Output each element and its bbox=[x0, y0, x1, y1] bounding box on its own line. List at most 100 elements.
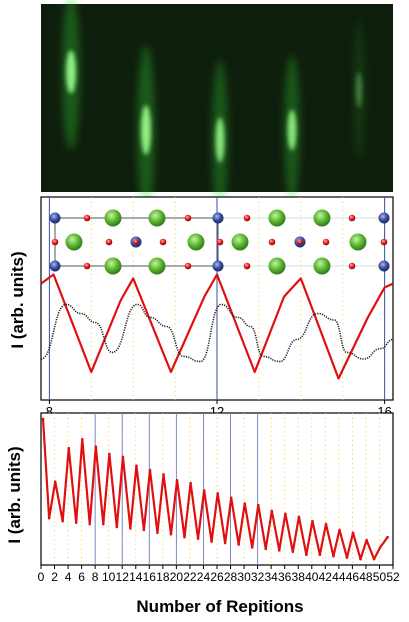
full-ticks: 0 2 4 6 8 10 12 14 16 18 20 22 24 26 28 30 32 34 36 38 40 42 4… bbox=[38, 565, 400, 584]
full-xlabel: Number of Repitions bbox=[136, 597, 303, 616]
full-series bbox=[41, 417, 389, 561]
full-tick-label: 6 bbox=[78, 570, 85, 584]
atom-blue bbox=[212, 212, 224, 224]
full-tick-label: 52 bbox=[386, 570, 400, 584]
full-tick-label: 18 bbox=[156, 570, 170, 584]
full-point bbox=[88, 522, 92, 526]
atom-red bbox=[83, 214, 91, 222]
full-point bbox=[338, 528, 341, 532]
full-tick-label: 40 bbox=[305, 570, 319, 584]
zoom-panel: 8 12 16 I (arb. units) bbox=[8, 196, 394, 419]
full-point bbox=[318, 553, 322, 556]
atom-large bbox=[65, 233, 83, 251]
atom-blue bbox=[212, 260, 224, 272]
atom-large bbox=[231, 233, 249, 251]
atom-red bbox=[184, 214, 192, 222]
full-point bbox=[297, 515, 301, 519]
full-point bbox=[67, 446, 71, 450]
atom-large bbox=[313, 257, 331, 275]
atom-large bbox=[187, 233, 205, 251]
full-point bbox=[108, 452, 111, 456]
rheed-streak bbox=[215, 117, 225, 163]
full-point bbox=[284, 512, 287, 516]
full-point bbox=[216, 492, 219, 495]
atom-red bbox=[243, 262, 251, 270]
atom-red bbox=[216, 238, 224, 246]
full-point bbox=[243, 502, 247, 505]
full-point bbox=[61, 519, 64, 523]
full-tick-label: 42 bbox=[319, 570, 333, 584]
zoom-tick-label: 8 bbox=[46, 404, 53, 419]
rheed-streak bbox=[287, 109, 297, 151]
full-tick-label: 12 bbox=[116, 570, 130, 584]
full-tick-label: 34 bbox=[264, 570, 278, 584]
atom-large bbox=[349, 233, 367, 251]
atom-red bbox=[51, 238, 59, 246]
full-point bbox=[291, 550, 295, 554]
full-series-red bbox=[41, 418, 389, 561]
atom-red bbox=[133, 239, 139, 245]
rheed-image bbox=[41, 0, 393, 220]
full-point bbox=[162, 473, 165, 476]
full-panel: 0 2 4 6 8 10 12 14 16 18 20 22 24 26 28 30 32 34 36 38 40 42 4… bbox=[5, 412, 400, 616]
full-point bbox=[189, 481, 192, 485]
full-point bbox=[229, 496, 233, 500]
full-point bbox=[372, 557, 376, 561]
full-point bbox=[135, 464, 138, 467]
full-point bbox=[115, 525, 119, 529]
full-tick-label: 28 bbox=[224, 570, 238, 584]
full-point bbox=[277, 549, 281, 552]
zoom-series-black bbox=[40, 303, 394, 363]
atom-red bbox=[268, 238, 276, 246]
full-tick-label: 20 bbox=[170, 570, 184, 584]
full-tick-label: 16 bbox=[143, 570, 157, 584]
full-point bbox=[237, 543, 240, 546]
full-point bbox=[142, 528, 146, 532]
full-point bbox=[210, 540, 213, 543]
full-point bbox=[196, 537, 200, 540]
full-tick-label: 30 bbox=[237, 570, 251, 584]
atom-blue bbox=[378, 212, 390, 224]
rheed-streak bbox=[66, 50, 76, 94]
full-tick-label: 36 bbox=[278, 570, 292, 584]
full-point bbox=[53, 480, 57, 484]
atom-red bbox=[348, 214, 356, 222]
crystal-structure bbox=[49, 209, 390, 275]
full-point bbox=[324, 522, 328, 526]
atom-blue bbox=[378, 260, 390, 272]
full-tick-label: 14 bbox=[129, 570, 143, 584]
full-point bbox=[183, 535, 186, 539]
full-tick-label: 10 bbox=[102, 570, 116, 584]
full-point bbox=[169, 532, 173, 536]
zoom-series bbox=[40, 273, 394, 380]
full-point bbox=[129, 527, 132, 530]
rheed-streak bbox=[141, 105, 151, 155]
atom-blue bbox=[49, 260, 61, 272]
full-point bbox=[386, 535, 389, 539]
atom-red bbox=[159, 238, 167, 246]
full-point bbox=[351, 531, 355, 535]
full-tick-label: 24 bbox=[197, 570, 211, 584]
full-point bbox=[156, 531, 159, 535]
atom-red bbox=[184, 262, 192, 270]
full-tick-label: 2 bbox=[51, 570, 58, 584]
atom-large bbox=[268, 209, 286, 227]
atom-large bbox=[268, 257, 286, 275]
full-point bbox=[202, 489, 206, 492]
atom-red bbox=[243, 214, 251, 222]
full-point bbox=[365, 538, 368, 542]
atom-red bbox=[380, 238, 388, 246]
atom-large bbox=[313, 209, 331, 227]
full-point bbox=[345, 556, 349, 559]
atom-large bbox=[148, 209, 166, 227]
full-point bbox=[305, 553, 308, 556]
full-point bbox=[74, 521, 78, 524]
full-tick-label: 38 bbox=[292, 570, 306, 584]
full-tick-label: 4 bbox=[65, 570, 72, 584]
full-tick-label: 26 bbox=[210, 570, 224, 584]
full-point bbox=[47, 516, 51, 520]
full-tick-label: 44 bbox=[332, 570, 346, 584]
full-tick-label: 46 bbox=[346, 570, 360, 584]
atom-red bbox=[348, 262, 356, 270]
